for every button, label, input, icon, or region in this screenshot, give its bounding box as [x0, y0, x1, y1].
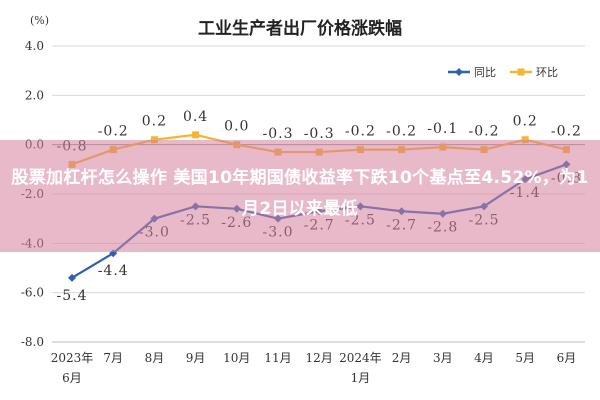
x-tick-label: 2月 [392, 351, 412, 365]
x-tick-label: 4月 [474, 351, 494, 365]
data-point-mom [192, 131, 200, 139]
data-label-yoy: -4.4 [98, 263, 129, 279]
x-tick-label: 2023年 [51, 351, 94, 365]
data-label-mom: -0.2 [551, 124, 582, 140]
y-axis-unit: (%) [30, 14, 50, 27]
headline-text[interactable]: 股票加杠杆怎么操作 美国10年期国债收益率下跌10个基点至4.52%，为1月2日… [11, 168, 589, 219]
y-tick-label: -6.0 [21, 286, 44, 300]
data-label-mom: -0.2 [386, 124, 417, 140]
data-label-mom: 0.2 [513, 114, 538, 130]
x-tick-label: 9月 [186, 351, 206, 365]
x-tick-label: 7月 [103, 351, 123, 365]
legend-marker-mom [517, 68, 525, 76]
headline-banner [0, 140, 600, 252]
x-tick-label: 8月 [145, 351, 165, 365]
data-label-mom: 0.2 [142, 114, 167, 130]
legend-label: 同比 [474, 66, 496, 79]
y-tick-label: -8.0 [21, 335, 44, 349]
y-tick-label: 4.0 [25, 39, 44, 53]
x-tick-label: 6月 [557, 351, 577, 365]
legend-label: 环比 [536, 66, 558, 79]
data-point-yoy [68, 273, 76, 282]
data-label-mom: -0.1 [427, 121, 458, 137]
data-point-mom [521, 136, 529, 144]
x-tick-label: 12月 [306, 351, 333, 365]
data-label-mom: 0.0 [224, 119, 249, 135]
data-label-mom: -0.2 [98, 124, 129, 140]
x-tick-label-line2: 6月 [62, 371, 82, 385]
data-label-mom: -0.3 [263, 126, 294, 142]
data-label-yoy: -5.4 [57, 288, 88, 304]
x-tick-label-line2: 1月 [351, 371, 371, 385]
data-point-mom [150, 136, 158, 144]
data-label-mom: -0.2 [469, 124, 500, 140]
x-tick-label: 5月 [515, 351, 535, 365]
chart-title: 工业生产者出厂价格涨跌幅 [198, 19, 402, 39]
data-label-mom: 0.4 [183, 109, 208, 125]
x-tick-label: 2024年 [339, 351, 382, 365]
x-tick-label: 3月 [433, 351, 453, 365]
x-tick-label: 11月 [264, 351, 291, 365]
data-label-mom: -0.3 [304, 126, 335, 142]
data-label-mom: -0.2 [345, 124, 376, 140]
y-tick-label: 2.0 [25, 88, 44, 102]
x-tick-label: 10月 [223, 351, 250, 365]
legend-marker-yoy [455, 68, 463, 76]
